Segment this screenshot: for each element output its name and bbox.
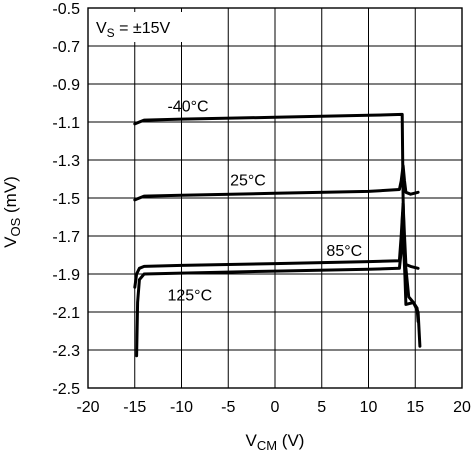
x-tick-label: -5 xyxy=(221,399,235,416)
x-axis-label: VCM (V) xyxy=(246,431,305,453)
y-tick-label: -0.7 xyxy=(52,39,80,56)
x-tick-label: 20 xyxy=(453,399,471,416)
annotation-background xyxy=(91,12,217,42)
series-label: 85°C xyxy=(326,243,362,260)
series-label: 25°C xyxy=(230,173,266,190)
x-tick-label: -20 xyxy=(76,399,99,416)
y-axis-label: VOS (mV) xyxy=(1,176,23,248)
y-tick-label: -1.9 xyxy=(52,267,80,284)
series-line xyxy=(133,112,420,323)
y-tick-label: -0.9 xyxy=(52,77,80,94)
conditions-annotation: VS = ±15V xyxy=(91,12,217,42)
series-line xyxy=(135,211,422,358)
series-label: 125°C xyxy=(167,288,212,305)
x-tick-label: 0 xyxy=(271,399,280,416)
annotation-text: VS = ±15V xyxy=(96,20,171,40)
series-line xyxy=(133,202,420,289)
x-tick-labels: -20 -15 -10 -5 0 5 10 15 20 xyxy=(76,399,471,416)
y-tick-label: -1.3 xyxy=(52,153,80,170)
series-labels: -40°C 25°C 85°C 125°C xyxy=(167,99,362,305)
x-tick-label: 15 xyxy=(406,399,424,416)
y-tick-label: -2.3 xyxy=(52,343,80,360)
y-tick-label: -2.1 xyxy=(52,305,80,322)
y-tick-label: -1.7 xyxy=(52,229,80,246)
y-tick-label: -2.5 xyxy=(52,381,80,398)
y-tick-label: -1.5 xyxy=(52,191,80,208)
x-tick-label: -10 xyxy=(170,399,193,416)
grid xyxy=(87,7,463,389)
x-tick-label: -15 xyxy=(123,399,146,416)
y-tick-label: -0.5 xyxy=(52,1,80,18)
y-tick-label: -1.1 xyxy=(52,115,80,132)
series-label: -40°C xyxy=(167,99,208,116)
x-tick-label: 5 xyxy=(317,399,326,416)
series-line xyxy=(133,164,420,202)
y-tick-labels: -0.5 -0.7 -0.9 -1.1 -1.3 -1.5 -1.7 -1.9 -2.1 -2.3… xyxy=(52,1,80,398)
x-tick-label: 10 xyxy=(360,399,378,416)
plot-frame xyxy=(87,7,463,389)
series-group xyxy=(133,112,422,358)
